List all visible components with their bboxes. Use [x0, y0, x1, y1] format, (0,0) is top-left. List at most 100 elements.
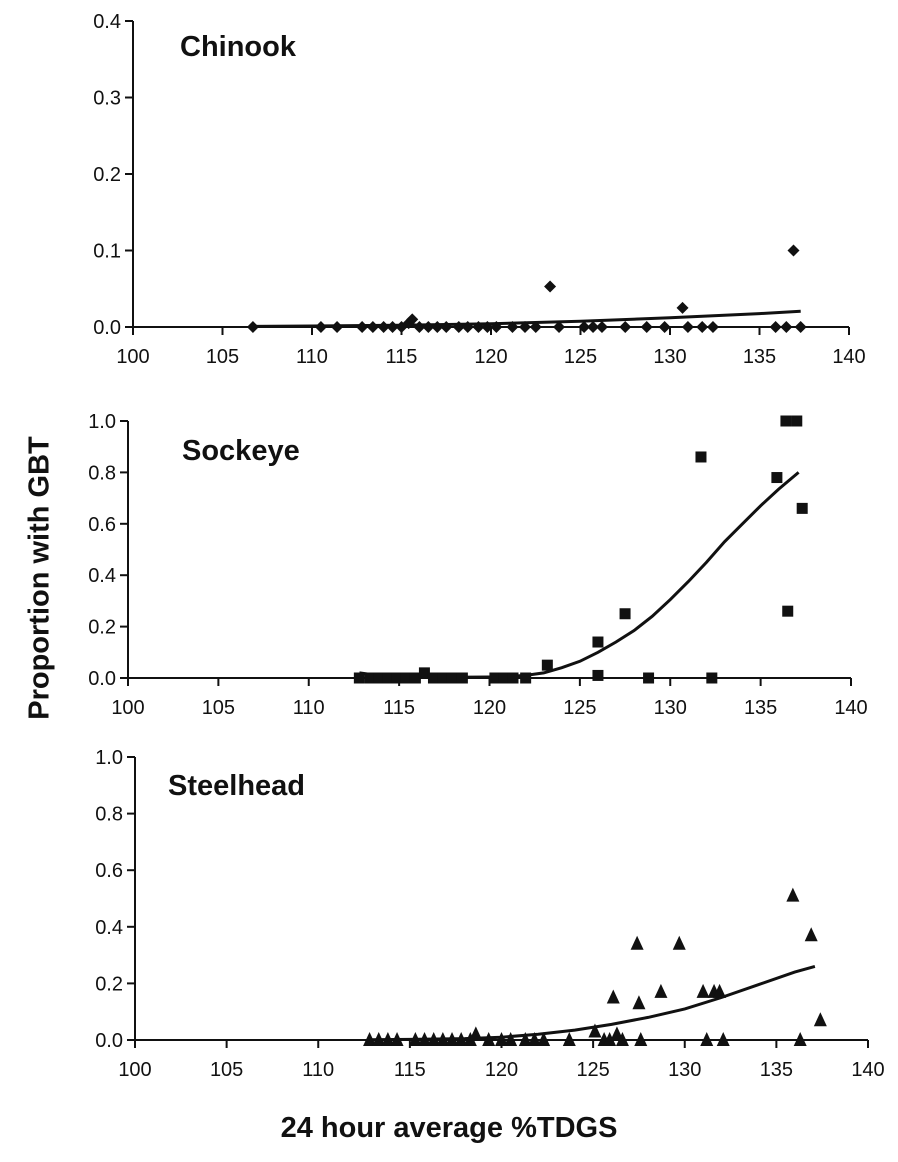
data-point	[504, 1032, 518, 1046]
data-point	[314, 321, 327, 333]
data-point	[640, 321, 653, 333]
x-axis-title: 24 hour average %TDGS	[280, 1112, 618, 1144]
data-point	[544, 280, 557, 293]
data-point	[619, 321, 632, 333]
data-point	[498, 672, 510, 684]
data-point	[634, 1032, 648, 1046]
data-point	[482, 1032, 496, 1046]
data-point	[363, 1032, 377, 1046]
data-point	[418, 667, 430, 679]
data-point	[537, 1032, 551, 1046]
x-tick-label: 140	[832, 346, 865, 368]
data-point	[527, 1032, 541, 1046]
y-tick-label: 0.4	[88, 565, 116, 587]
data-point	[418, 1032, 432, 1046]
x-tick-label: 130	[668, 1059, 701, 1081]
data-point	[431, 321, 444, 333]
data-point	[672, 935, 686, 950]
data-point	[681, 321, 694, 333]
panel-title: Sockeye	[182, 435, 300, 467]
x-tick-label: 120	[473, 697, 506, 719]
x-tick-label: 125	[564, 346, 597, 368]
data-point	[696, 983, 710, 998]
data-point	[529, 321, 542, 333]
panel-sockeye: 0.0 0.2 0.4 0.6 0.8 1.0 100 105 110 115 120 125 130 1…	[88, 411, 868, 719]
data-point	[541, 659, 553, 671]
data-point	[716, 1032, 730, 1046]
data-point	[813, 1012, 827, 1027]
data-point	[490, 321, 503, 333]
x-tick-label: 120	[474, 346, 507, 368]
data-point	[780, 321, 793, 333]
data-point	[794, 321, 807, 333]
x-tick-label: 125	[576, 1059, 609, 1081]
data-point	[695, 451, 707, 463]
y-tick-label: 0.0	[95, 1030, 123, 1052]
data-point	[658, 321, 671, 333]
data-point	[386, 321, 399, 333]
y-tick-label: 0.3	[93, 88, 121, 110]
x-tick-label: 135	[744, 697, 777, 719]
data-point	[632, 995, 646, 1010]
data-point	[606, 989, 620, 1004]
x-tick-label: 110	[302, 1059, 334, 1081]
data-point	[595, 321, 608, 333]
fit-line	[369, 964, 816, 1042]
data-point	[619, 608, 631, 620]
data-point	[377, 321, 390, 333]
data-point	[520, 672, 532, 684]
data-point	[780, 415, 792, 427]
x-tick-label: 140	[834, 697, 867, 719]
data-point	[506, 321, 519, 333]
y-tick-label: 0.0	[88, 668, 116, 690]
y-tick-label: 1.0	[88, 411, 116, 433]
x-tick-label: 135	[743, 346, 776, 368]
data-point	[364, 672, 376, 684]
data-point	[791, 415, 803, 427]
data-point	[246, 321, 259, 333]
data-point	[587, 321, 600, 333]
data-point	[592, 636, 604, 648]
y-tick-label: 0.4	[95, 917, 123, 939]
y-axis-title-container: Proportion with GBT	[4, 0, 64, 1162]
data-point	[782, 605, 794, 617]
data-point	[603, 1032, 617, 1046]
x-tick-label: 120	[485, 1059, 518, 1081]
data-point	[786, 887, 800, 902]
y-tick-label: 0.6	[95, 860, 123, 882]
y-tick-label: 0.8	[88, 462, 116, 484]
data-point	[592, 669, 604, 681]
panel-steelhead: 0.0 0.2 0.4 0.6 0.8 1.0 100 105 110 115 120 125 130 1…	[95, 747, 885, 1081]
data-point	[771, 472, 783, 484]
data-point	[456, 672, 468, 684]
data-point	[706, 321, 719, 333]
data-point	[654, 983, 668, 998]
data-point	[610, 1026, 624, 1041]
data-point	[630, 935, 644, 950]
x-tick-label: 115	[394, 1059, 426, 1081]
x-tick-label: 110	[293, 697, 325, 719]
data-point	[436, 1032, 450, 1046]
data-point	[578, 321, 591, 333]
data-point	[713, 983, 727, 998]
x-tick-label: 105	[202, 697, 235, 719]
y-tick-label: 0.8	[95, 804, 123, 826]
x-tick-label: 110	[296, 346, 328, 368]
data-point	[408, 1032, 422, 1046]
data-point	[440, 321, 453, 333]
data-point	[696, 321, 709, 333]
data-point	[553, 321, 566, 333]
data-point	[793, 1032, 807, 1046]
x-tick-label: 125	[563, 697, 596, 719]
data-point	[445, 1032, 459, 1046]
data-point	[437, 672, 449, 684]
y-tick-label: 0.4	[93, 11, 121, 33]
data-point	[390, 1032, 404, 1046]
x-tick-label: 100	[118, 1059, 151, 1081]
y-tick-label: 0.2	[93, 164, 121, 186]
x-tick-label: 105	[210, 1059, 243, 1081]
data-point	[400, 672, 412, 684]
x-tick-label: 115	[386, 346, 418, 368]
data-point	[413, 321, 426, 333]
